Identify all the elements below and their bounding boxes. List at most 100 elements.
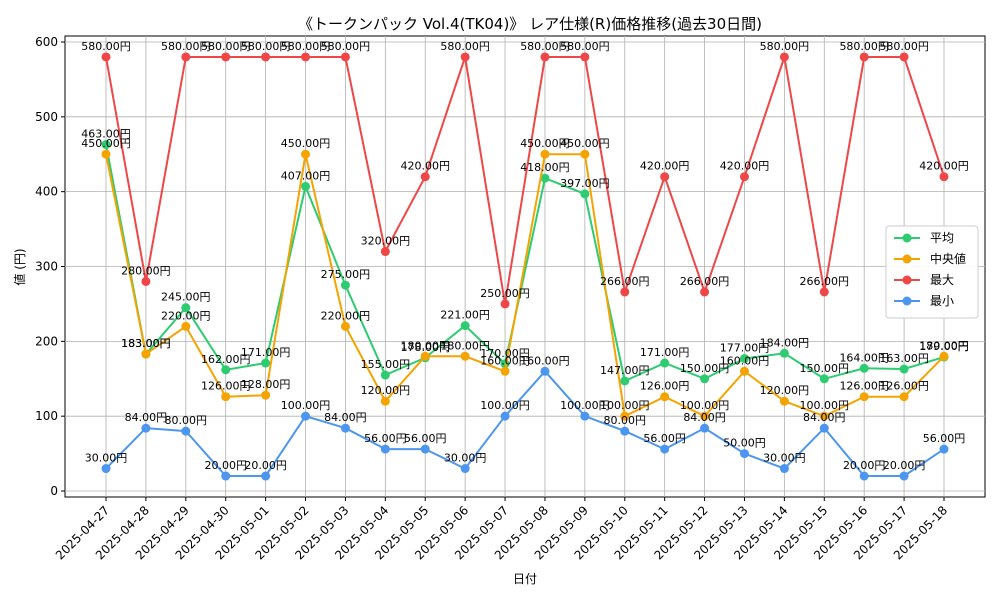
data-label: 580.00円 (281, 40, 331, 53)
data-label: 120.00円 (361, 384, 411, 397)
data-label: 220.00円 (321, 309, 371, 322)
data-point (101, 149, 111, 159)
data-label: 280.00円 (121, 264, 171, 277)
data-point (221, 392, 231, 402)
data-label: 418.00円 (520, 161, 570, 174)
data-label: 56.00円 (404, 432, 447, 445)
data-label: 220.00円 (161, 309, 211, 322)
data-point (261, 52, 271, 62)
data-label: 177.00円 (720, 342, 770, 355)
data-point (540, 149, 550, 159)
data-label: 147.00円 (600, 364, 650, 377)
data-point (700, 374, 710, 384)
data-label: 183.00円 (121, 337, 171, 350)
data-label: 30.00円 (444, 452, 487, 465)
data-label: 245.00円 (161, 291, 211, 304)
data-label: 100.00円 (600, 399, 650, 412)
data-label: 170.00円 (480, 347, 530, 360)
data-label: 150.00円 (800, 362, 850, 375)
data-label: 580.00円 (81, 40, 131, 53)
data-label: 178.00円 (400, 341, 450, 354)
data-label: 420.00円 (400, 160, 450, 173)
x-axis-label: 日付 (513, 572, 537, 586)
data-point (221, 365, 231, 375)
data-point (779, 396, 789, 406)
data-label: 180.00円 (440, 339, 490, 352)
data-label: 580.00円 (839, 40, 889, 53)
data-point (460, 52, 470, 62)
data-label: 179.00円 (919, 340, 969, 353)
data-point (460, 321, 470, 331)
data-point (500, 411, 510, 421)
data-label: 180.00円 (919, 339, 969, 352)
data-point (380, 370, 390, 380)
data-label: 580.00円 (879, 40, 929, 53)
data-point (141, 423, 151, 433)
data-label: 580.00円 (321, 40, 371, 53)
data-point (859, 52, 869, 62)
data-label: 163.00円 (879, 352, 929, 365)
data-point (819, 423, 829, 433)
y-tick-label: 500 (35, 110, 58, 124)
data-point (700, 287, 710, 297)
data-label: 580.00円 (241, 40, 291, 53)
data-point (899, 52, 909, 62)
data-label: 128.00円 (241, 378, 291, 391)
data-point (660, 444, 670, 454)
data-label: 580.00円 (560, 40, 610, 53)
data-label: 160.00円 (480, 354, 530, 367)
y-tick-label: 0 (50, 484, 58, 498)
data-point (819, 374, 829, 384)
data-label: 30.00円 (763, 452, 806, 465)
legend-swatch-marker (902, 254, 912, 264)
data-point (859, 392, 869, 402)
data-label: 266.00円 (680, 275, 730, 288)
series-line-2 (105, 56, 945, 305)
y-tick-label: 600 (35, 35, 58, 49)
data-point (301, 411, 311, 421)
data-point (700, 423, 710, 433)
data-point (420, 444, 430, 454)
data-label: 84.00円 (683, 411, 726, 424)
data-point (141, 276, 151, 286)
data-label: 155.00円 (361, 358, 411, 371)
data-point (700, 411, 710, 421)
data-label: 126.00円 (879, 380, 929, 393)
legend-box (885, 225, 979, 319)
y-tick-label: 400 (35, 185, 58, 199)
data-point (739, 172, 749, 182)
data-label: 50.00円 (723, 437, 766, 450)
data-point (779, 348, 789, 358)
data-point (460, 351, 470, 361)
legend-label: 最小 (930, 294, 954, 308)
data-label: 126.00円 (201, 380, 251, 393)
data-point (261, 390, 271, 400)
data-label: 84.00円 (125, 411, 168, 424)
data-point (580, 411, 590, 421)
data-point (181, 303, 191, 313)
data-point (739, 354, 749, 364)
data-point (779, 464, 789, 474)
chart-title: 《トークンパック Vol.4(TK04)》 レア仕様(R)価格推移(過去30日間… (298, 15, 762, 33)
data-label: 160.00円 (720, 354, 770, 367)
data-point (420, 351, 430, 361)
data-label: 20.00円 (204, 459, 247, 472)
data-point (340, 423, 350, 433)
data-label: 160.00円 (520, 354, 570, 367)
data-point (380, 247, 390, 257)
data-label: 56.00円 (364, 432, 407, 445)
series-line-1 (105, 153, 945, 418)
data-point (620, 287, 630, 297)
data-point (899, 471, 909, 481)
data-label: 20.00円 (244, 459, 287, 472)
data-label: 80.00円 (604, 414, 647, 427)
data-point (580, 52, 590, 62)
data-label: 450.00円 (81, 137, 131, 150)
data-label: 126.00円 (839, 380, 889, 393)
data-point (380, 396, 390, 406)
data-point (380, 444, 390, 454)
data-label: 126.00円 (640, 380, 690, 393)
